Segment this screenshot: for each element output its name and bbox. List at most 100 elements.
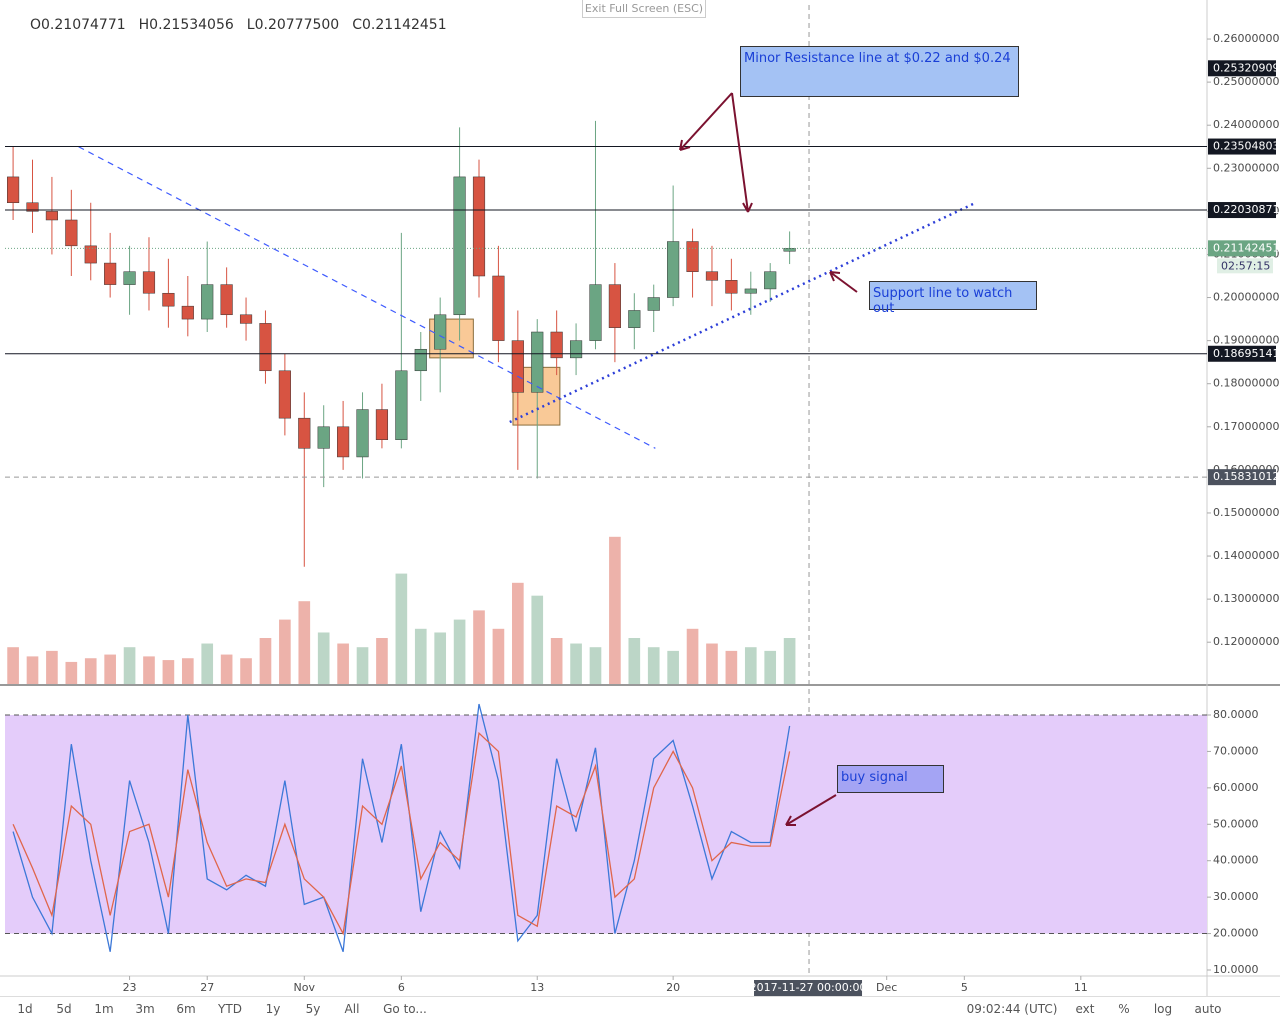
volume-bar	[259, 638, 272, 684]
toolbar-button[interactable]: log	[1153, 1002, 1173, 1016]
candle-body	[492, 275, 505, 341]
price-marker-label: 0.25320909	[1213, 61, 1279, 74]
price-marker-label: 0.21142451	[1213, 241, 1279, 254]
toolbar-button[interactable]: 5d	[56, 1002, 72, 1016]
volume-bar	[65, 661, 78, 684]
volume-bar	[647, 647, 660, 684]
volume-bar	[337, 643, 349, 684]
candle-body	[550, 331, 563, 359]
candle-body	[511, 340, 524, 393]
countdown: 02:57:15	[1221, 259, 1270, 272]
volume-bar	[123, 647, 136, 684]
toolbar-button[interactable]: 3m	[135, 1002, 155, 1016]
volume-bar	[744, 647, 757, 684]
volume-bar	[414, 628, 427, 684]
candle-body	[647, 297, 660, 311]
volume-bar	[279, 619, 291, 684]
candle-body	[453, 176, 466, 316]
volume-bar	[162, 660, 175, 684]
countdown-box	[1217, 258, 1273, 274]
toolbar-button[interactable]: %	[1118, 1002, 1130, 1016]
toolbar-button[interactable]: All	[344, 1002, 360, 1016]
chart: 0.26000000 0.25000000 0.24000000 0.23000000…	[0, 0, 1280, 996]
candle-body	[686, 241, 699, 272]
toolbar-button[interactable]: YTD	[218, 1002, 242, 1016]
y-tick-label: 50.0000	[1213, 817, 1259, 830]
exit-fullscreen[interactable]: Exit Full Screen (ESC)	[582, 0, 706, 18]
toolbar-button[interactable]: 6m	[176, 1002, 196, 1016]
toolbar-button[interactable]: 1y	[265, 1002, 281, 1016]
price-marker	[1208, 138, 1276, 155]
arrows	[679, 92, 858, 826]
candle-body	[181, 305, 194, 320]
y-tick-label: 0.17000000	[1213, 420, 1279, 433]
trend-line	[509, 202, 976, 424]
candle-body	[162, 292, 175, 307]
volume-bar	[201, 643, 214, 684]
volume-bar	[512, 582, 524, 684]
x-tick-label: 6	[398, 981, 405, 994]
volume-bar	[240, 658, 252, 684]
volume-bar	[434, 632, 447, 684]
candle-body	[84, 245, 97, 264]
candle-body	[764, 271, 777, 290]
volume-bar	[143, 656, 155, 684]
volume-bar	[628, 638, 641, 684]
volume-bar	[667, 650, 679, 684]
price-marker-label: 0.22030871	[1213, 203, 1279, 216]
volume-bar	[589, 647, 602, 684]
y-tick-label: 0.12000000	[1213, 635, 1279, 648]
candle-body	[667, 241, 680, 298]
volume-bar	[706, 643, 718, 684]
candle-body	[725, 280, 738, 294]
toolbar-button[interactable]: 5y	[305, 1002, 321, 1016]
x-tick-label: 5	[961, 981, 968, 994]
candle-body	[123, 271, 136, 285]
annotation: Minor Resistance line at $0.22 and $0.24	[740, 46, 1019, 97]
volume-bar	[686, 628, 699, 684]
y-tick-label: 0.14000000	[1213, 549, 1279, 562]
volume-bar	[7, 647, 19, 684]
candle-body	[414, 348, 427, 372]
volume-bar	[550, 638, 563, 684]
ohlc-close: C0.21142451	[352, 17, 447, 33]
price-marker	[1208, 345, 1276, 362]
ohlc-open: O0.21074771	[30, 17, 126, 33]
volume-bar	[356, 647, 369, 684]
toolbar-button[interactable]: 09:02:44 (UTC)	[966, 1002, 1058, 1016]
volume-bar	[181, 658, 194, 684]
x-tick-label: Dec	[876, 981, 897, 994]
volume-bar	[453, 619, 466, 684]
toolbar-button[interactable]: ext	[1075, 1002, 1095, 1016]
volume-bar	[570, 643, 582, 684]
volume-bar	[609, 536, 621, 684]
x-tick-label: 20	[666, 981, 680, 994]
stochastic-line	[12, 731, 791, 936]
candle-body	[569, 340, 583, 359]
candle-body	[239, 314, 253, 324]
candle-body	[375, 409, 389, 440]
crosshair-y-label: 0.15831012	[1213, 470, 1279, 483]
y-tick-label: 80.0000	[1213, 708, 1259, 721]
toolbar-button[interactable]: auto	[1194, 1002, 1222, 1016]
toolbar-button[interactable]: Go to...	[383, 1002, 427, 1016]
arrow	[785, 794, 837, 826]
y-tick-label: 0.25000000	[1213, 75, 1279, 88]
y-tick-label: 0.13000000	[1213, 592, 1279, 605]
volume-bar	[783, 638, 796, 684]
x-tick-label: Nov	[294, 981, 316, 994]
price-marker-label: 0.23504803	[1213, 140, 1279, 153]
candle-body	[7, 176, 20, 204]
y-tick-label: 40.0000	[1213, 854, 1259, 867]
volume-bar	[492, 628, 505, 684]
y-tick-label: 70.0000	[1213, 744, 1259, 757]
y-tick-label: 30.0000	[1213, 890, 1259, 903]
candle-body	[608, 284, 621, 328]
y-tick-label: 0.19000000	[1213, 334, 1279, 347]
arrow	[829, 271, 858, 293]
toolbar-button[interactable]: 1m	[94, 1002, 114, 1016]
toolbar-button[interactable]: 1d	[17, 1002, 33, 1016]
candle-body	[201, 284, 214, 320]
candle-body	[531, 331, 544, 393]
volume-bar	[395, 573, 408, 684]
